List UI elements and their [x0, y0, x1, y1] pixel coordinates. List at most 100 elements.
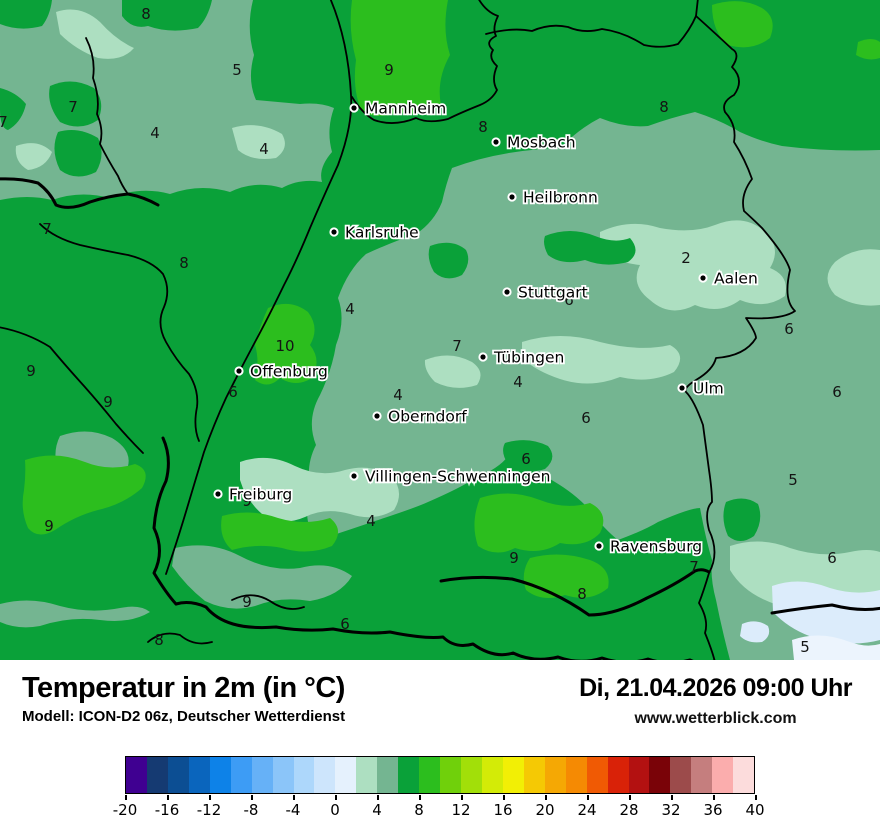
- colorbar-tickmark: [335, 795, 337, 800]
- temp-value: 7: [68, 98, 78, 116]
- colorbar-tick-label: 16: [493, 801, 513, 819]
- page-title: Temperatur in 2m (in °C): [22, 672, 345, 704]
- temp-value: 6: [784, 320, 794, 338]
- temp-value: 2: [681, 249, 691, 267]
- city-dot: [213, 489, 223, 499]
- city-label: Heilbronn: [523, 189, 598, 207]
- city-label: Oberndorf: [388, 408, 467, 426]
- city-label: Tübingen: [493, 349, 564, 367]
- colorbar-segment: [544, 757, 566, 793]
- colorbar-tickmark: [629, 795, 631, 800]
- city-label: Mannheim: [365, 100, 446, 118]
- city-marker-group: Freiburg: [213, 484, 294, 505]
- pale-blue-regions: [740, 581, 880, 660]
- city-dot: [349, 103, 359, 113]
- map-canvas: 8 5 9 7 7 4 4 8 8 7 8 2 6 4 6 10 7 9 4 6 6 4 9 6 6 5 9 4 9 9 6 7 8 9 6 8 5 M…: [0, 0, 880, 660]
- colorbar-segment: [230, 757, 252, 793]
- colorbar-segment: [586, 757, 608, 793]
- colorbar-segment: [691, 757, 713, 793]
- city-label: Mosbach: [507, 134, 576, 152]
- colorbar-segment: [481, 757, 503, 793]
- temp-value: 6: [521, 450, 531, 468]
- colorbar-tick-label: 24: [577, 801, 597, 819]
- map-footer: Temperatur in 2m (in °C) Modell: ICON-D2…: [0, 660, 880, 830]
- temperature-values-layer: 8 5 9 7 7 4 4 8 8 7 8 2 6 4 6 10 7 9 4 6 6 4 9 6 6 5 9 4 9 9 6 7 8 9 6 8 5: [0, 5, 842, 656]
- colorbar-segment: [649, 757, 671, 793]
- temp-value: 4: [345, 300, 355, 318]
- colorbar-tickmark: [671, 795, 673, 800]
- colorbar-segment: [209, 757, 231, 793]
- colorbar-tick-label: 0: [330, 801, 340, 819]
- colorbar-tick-label: 36: [703, 801, 723, 819]
- temp-value: 7: [689, 558, 699, 576]
- temp-value: 5: [788, 471, 798, 489]
- colorbar-tick-label: 40: [745, 801, 765, 819]
- colorbar-tickmark: [713, 795, 715, 800]
- colorbar-segment: [419, 757, 441, 793]
- temp-value: 7: [42, 220, 52, 238]
- temp-value: 6: [228, 383, 238, 401]
- city-marker-group: Karlsruhe: [329, 222, 420, 243]
- colorbar-segment: [146, 757, 168, 793]
- temperature-colorbar: [125, 756, 755, 794]
- colorbar-segment: [565, 757, 587, 793]
- temp-value: 10: [275, 337, 294, 355]
- city-label: Villingen-Schwenningen: [365, 468, 550, 486]
- city-marker-group: Offenburg: [234, 361, 330, 382]
- city-marker-group: Aalen: [698, 268, 760, 289]
- temp-value: 8: [154, 631, 164, 649]
- city-label: Aalen: [714, 270, 758, 288]
- city-dot: [478, 352, 488, 362]
- colorbar-tickmark: [251, 795, 253, 800]
- temp-value: 9: [509, 549, 519, 567]
- colorbar-tickmark: [167, 795, 169, 800]
- colorbar-segment: [377, 757, 399, 793]
- colorbar-segment: [314, 757, 336, 793]
- city-dot: [502, 287, 512, 297]
- colorbar-tickmark: [755, 795, 757, 800]
- city-dot: [677, 383, 687, 393]
- city-label: Offenburg: [250, 363, 328, 381]
- colorbar-segment: [188, 757, 210, 793]
- city-marker-group: Ravensburg: [594, 536, 704, 557]
- temp-value: 6: [827, 549, 837, 567]
- city-marker-group: Villingen-Schwenningen: [349, 466, 552, 487]
- colorbar-segment: [167, 757, 189, 793]
- colorbar-segment: [272, 757, 294, 793]
- colorbar-segment: [440, 757, 461, 793]
- city-label: Freiburg: [229, 486, 292, 504]
- colorbar-segment: [293, 757, 315, 793]
- temp-value: 4: [150, 124, 160, 142]
- city-dot: [507, 192, 517, 202]
- colorbar-tickmark: [377, 795, 379, 800]
- colorbar-segment: [251, 757, 273, 793]
- colorbar-segment: [670, 757, 692, 793]
- colorbar-segment: [712, 757, 734, 793]
- temp-value: 5: [232, 61, 242, 79]
- colorbar-segment: [398, 757, 420, 793]
- colorbar-segment: [523, 757, 545, 793]
- temp-value: 4: [366, 512, 376, 530]
- colorbar-tickmark: [461, 795, 463, 800]
- city-marker-group: Stuttgart: [502, 282, 589, 303]
- colorbar-segment: [733, 757, 755, 793]
- city-dot: [234, 366, 244, 376]
- forecast-datetime: Di, 21.04.2026 09:00 Uhr: [579, 674, 852, 702]
- temp-value: 8: [478, 118, 488, 136]
- colorbar-tickmark: [209, 795, 211, 800]
- city-label: Karlsruhe: [345, 224, 419, 242]
- colorbar-tick-label: 28: [619, 801, 639, 819]
- mint-regions: [15, 9, 880, 608]
- city-marker-group: Ulm: [677, 378, 726, 399]
- temp-value: 8: [179, 254, 189, 272]
- colorbar-tick-label: -8: [243, 801, 259, 819]
- colorbar-tickmark: [545, 795, 547, 800]
- temp-value: 9: [44, 517, 54, 535]
- temp-value: 9: [26, 362, 36, 380]
- city-marker-group: Oberndorf: [372, 406, 469, 427]
- colorbar-tick-label: 12: [451, 801, 471, 819]
- colorbar-tick-label: -4: [285, 801, 301, 819]
- city-marker-group: Mosbach: [491, 132, 577, 153]
- city-dot: [594, 541, 604, 551]
- colorbar-segment: [607, 757, 629, 793]
